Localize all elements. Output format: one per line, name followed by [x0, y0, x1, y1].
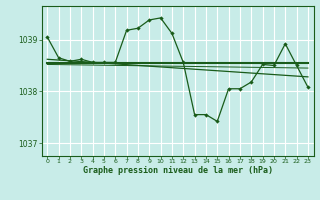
X-axis label: Graphe pression niveau de la mer (hPa): Graphe pression niveau de la mer (hPa): [83, 166, 273, 175]
